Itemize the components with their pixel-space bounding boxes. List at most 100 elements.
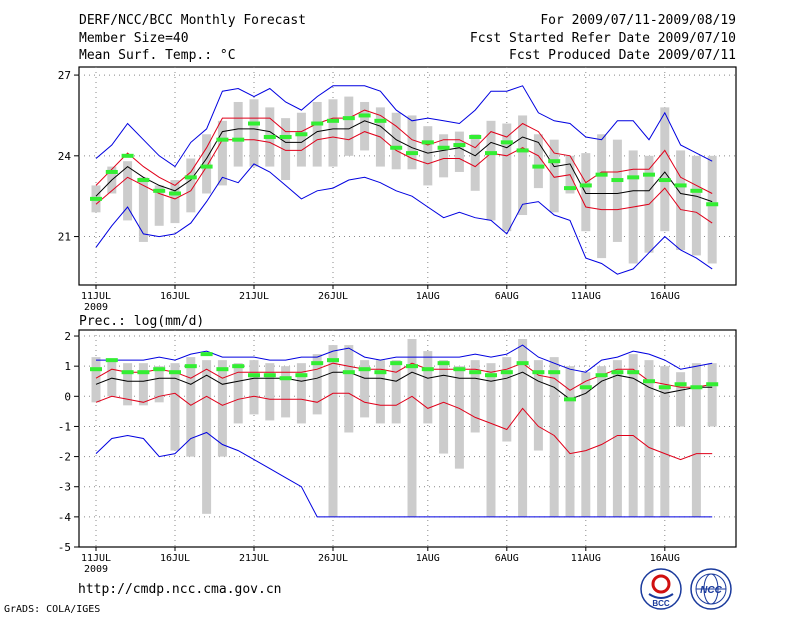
panel2-spread-box [391, 360, 401, 424]
panel1-spread-box [470, 134, 480, 191]
ncc-logo: NCC [690, 568, 732, 610]
panel1-series-lower [95, 131, 713, 224]
panel1-obs-marker [295, 132, 308, 137]
panel1-xtick-label: 16AUG [650, 291, 680, 302]
panel1-spread-box [660, 107, 670, 232]
panel2-spread-box [91, 357, 101, 403]
panel1-spread-box [344, 96, 354, 156]
panel2-spread-box [123, 363, 133, 406]
panel1-obs-marker [327, 118, 339, 123]
panel2-obs-marker [643, 379, 655, 384]
member-size: Member Size=40 [79, 31, 189, 46]
panel2-obs-marker [516, 361, 529, 366]
panel2-year-label: 2009 [84, 564, 108, 575]
panel2-series-max [95, 431, 713, 518]
panel1-obs-marker [674, 183, 687, 188]
panel2-ytick-label: -4 [58, 511, 72, 524]
panel1-spread-box [391, 112, 401, 170]
panel1-spread-box [533, 134, 543, 189]
panel1-obs-marker [564, 186, 576, 191]
panel1-series-upper [95, 109, 713, 194]
panel1-series-mean [95, 120, 713, 203]
panel1-spread-box [138, 177, 148, 242]
panel2-spread-box [233, 363, 243, 424]
panel1-ytick-label: 27 [58, 69, 71, 82]
panel2-obs-marker [690, 385, 703, 390]
panel2-obs-marker [595, 373, 608, 378]
panel2-ytick-label: -3 [58, 481, 71, 494]
forecast-period: For 2009/07/11-2009/08/19 [540, 13, 736, 28]
panel2-obs-marker [263, 373, 276, 378]
panel1-spread-box [123, 161, 133, 221]
panel1-obs-marker [374, 118, 387, 123]
panel2-spread-box [470, 360, 480, 433]
forecast-produced-date: Fcst Produced Date 2009/07/11 [509, 48, 736, 63]
panel2-obs-marker [611, 370, 624, 375]
panel1-obs-marker [658, 178, 671, 183]
panel2-obs-marker [406, 364, 418, 369]
panel2-obs-marker [469, 370, 482, 375]
panel2-obs-marker [453, 367, 466, 372]
panel1-obs-marker [643, 172, 655, 177]
panel1-obs-marker [137, 178, 150, 183]
panel1-obs-marker [469, 134, 482, 139]
panel2-spread-box [281, 366, 291, 418]
panel2-obs-marker [674, 382, 687, 387]
panel2-obs-marker [184, 364, 197, 369]
panel1-obs-marker [358, 113, 371, 118]
panel2-xtick-label: 16JUL [160, 553, 190, 564]
panel2-spread-box [170, 363, 180, 451]
panel2-spread-box [707, 363, 717, 427]
panel1-spread-box [439, 134, 449, 178]
panel1-obs-marker [169, 191, 181, 196]
panel2-spread-box [612, 360, 622, 517]
panel2-obs-marker [169, 370, 181, 375]
panel2-spread-box [265, 363, 275, 421]
panel2-obs-marker [706, 382, 719, 387]
panel2-obs-marker [200, 352, 213, 357]
panel1-spread-box [676, 150, 686, 251]
panel2-spread-box [202, 360, 212, 514]
panel2-spread-box [154, 366, 164, 403]
panel2-obs-marker [421, 367, 434, 372]
panel1-obs-marker [690, 188, 703, 193]
panel2-spread-box [439, 360, 449, 454]
svg-text:NCC: NCC [700, 585, 722, 596]
panel1-spread-box [707, 155, 717, 264]
panel2-series-mean [95, 371, 713, 400]
panel2-spread-box [344, 345, 354, 433]
panel2-xtick-label: 11JUL [81, 553, 111, 564]
panel2-spread-box [502, 357, 512, 442]
panel1-obs-marker [121, 153, 134, 158]
panel1-spread-box [328, 99, 338, 167]
panel2-obs-marker [437, 361, 450, 366]
website-url[interactable]: http://cmdp.ncc.cma.gov.cn [78, 582, 282, 597]
panel1-spread-box [186, 158, 196, 213]
panel1-spread-box [170, 180, 180, 224]
panel1-ytick-label: 21 [58, 231, 71, 244]
panel1-spread-box [407, 115, 417, 170]
panel1-xtick-label: 11AUG [571, 291, 601, 302]
panel1-spread-box [249, 99, 259, 167]
panel2-ytick-label: -2 [58, 451, 71, 464]
panel1-obs-marker [279, 134, 292, 139]
panel2-obs-marker [579, 385, 592, 390]
panel2-obs-marker [658, 385, 671, 390]
panel1-obs-marker [263, 134, 276, 139]
panel1-series-max [95, 163, 713, 275]
panel1-spread-box [360, 101, 370, 151]
panel2-spread-box [312, 354, 322, 415]
panel2-spread-box [581, 372, 591, 517]
panel2-spread-box [549, 357, 559, 517]
chart-title: DERF/NCC/BCC Monthly Forecast [79, 13, 306, 28]
panel1-obs-marker [90, 196, 102, 201]
panel2-obs-marker [548, 370, 561, 375]
panel2-xtick-label: 16AUG [650, 553, 680, 564]
panel1-spread-box [518, 115, 528, 216]
panel2-spread-box [565, 366, 575, 517]
panel1-obs-marker [453, 143, 466, 148]
panel2-obs-marker [153, 367, 166, 372]
forecast-start-date: Fcst Started Refer Date 2009/07/10 [469, 31, 736, 46]
panel1-spread-box [312, 101, 322, 167]
